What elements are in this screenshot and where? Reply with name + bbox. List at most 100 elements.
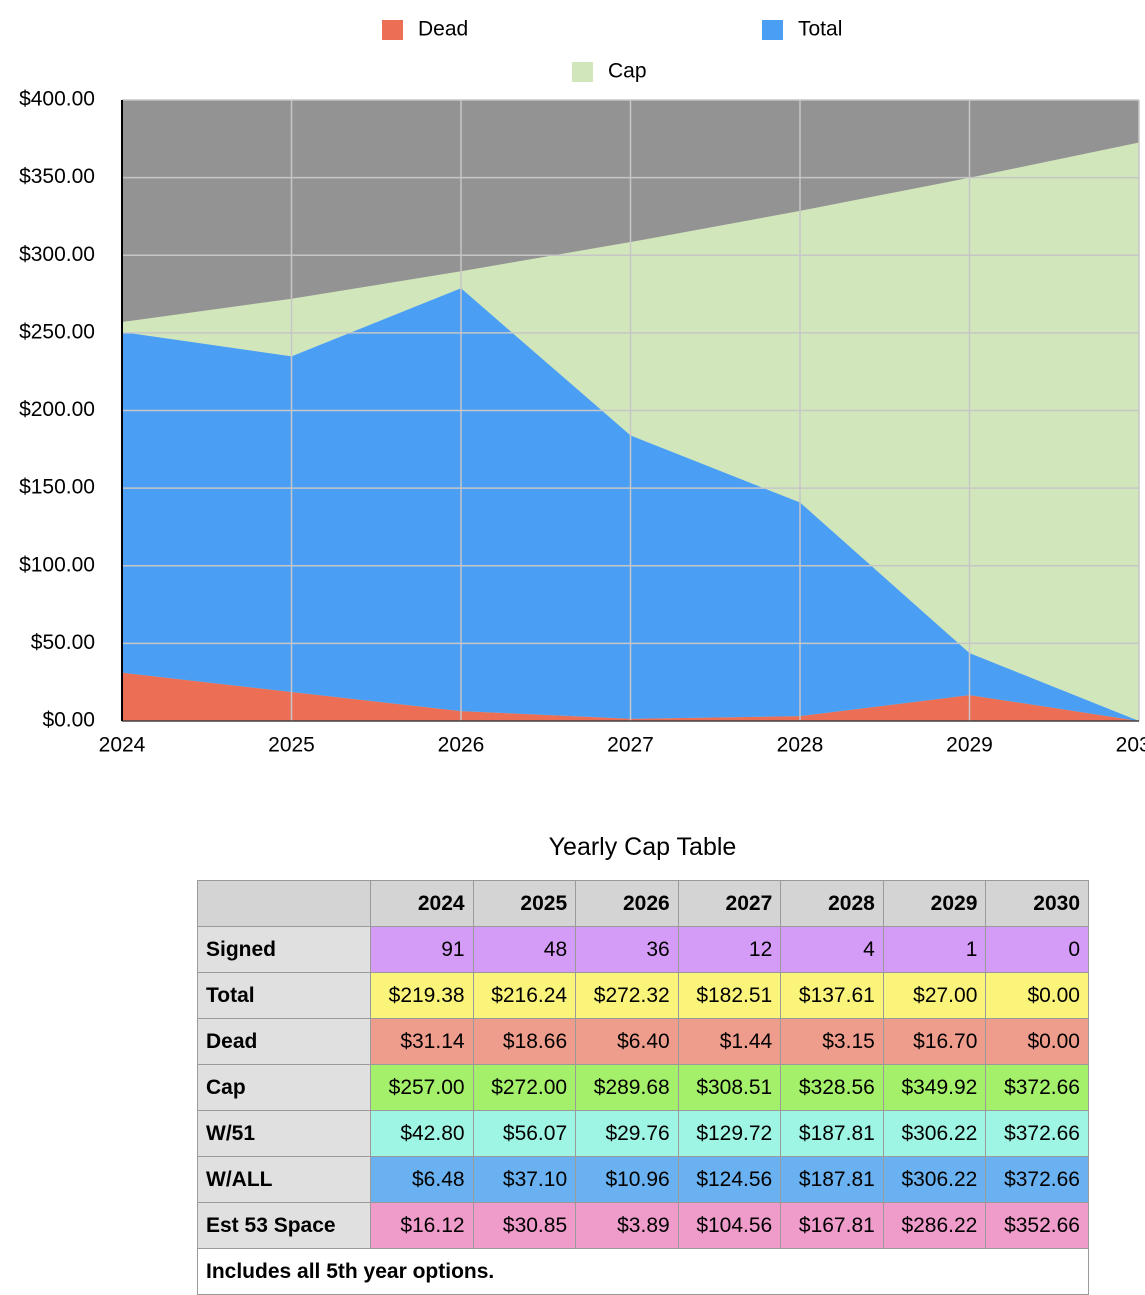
y-tick-label: $50.00 [31, 631, 95, 654]
table-cell: $0.00 [985, 1018, 1089, 1065]
table-cell: $6.40 [575, 1018, 679, 1065]
table-cell: $289.68 [575, 1064, 679, 1111]
table-cell: $182.51 [677, 972, 782, 1019]
column-header: 2026 [575, 880, 679, 927]
table-cell: $42.80 [370, 1110, 474, 1157]
row-label: Est 53 Space [197, 1202, 371, 1249]
table-cell: $372.66 [985, 1110, 1089, 1157]
table-cell: $0.00 [985, 972, 1089, 1019]
table-cell: $29.76 [575, 1110, 679, 1157]
table-cell: $308.51 [677, 1064, 782, 1111]
footnote-row: Includes all 5th year options. [197, 1248, 1089, 1295]
table-cell: $56.07 [472, 1110, 577, 1157]
legend-label: Total [798, 18, 842, 41]
area-dead [122, 672, 1139, 721]
table-cell: $124.56 [677, 1156, 782, 1203]
table-cell: $257.00 [370, 1064, 474, 1111]
table-cell: $372.66 [985, 1064, 1089, 1111]
table-row: Cap $257.00 $272.00 $289.68 $308.51 $328.56 $3… [197, 1064, 1089, 1111]
column-header: 2024 [370, 880, 474, 927]
x-tick-label: 2026 [438, 734, 485, 757]
table-cell: $27.00 [882, 972, 987, 1019]
table-cell: 0 [985, 926, 1089, 973]
x-tick-label: 2027 [607, 734, 654, 757]
y-tick-label: $350.00 [19, 165, 95, 188]
x-tick-label: 2028 [777, 734, 824, 757]
table-cell: $3.15 [780, 1018, 884, 1065]
table-cell: $6.48 [370, 1156, 474, 1203]
table-cell: $3.89 [575, 1202, 679, 1249]
column-header: 2030 [985, 880, 1089, 927]
table-cell: $10.96 [575, 1156, 679, 1203]
table-cell: $37.10 [472, 1156, 577, 1203]
table-cell: $306.22 [882, 1110, 987, 1157]
column-header: 2029 [882, 880, 987, 927]
row-label: Dead [197, 1018, 371, 1065]
table-cell: $328.56 [780, 1064, 884, 1111]
table-cell: $306.22 [882, 1156, 987, 1203]
y-tick-label: $100.00 [19, 553, 95, 576]
cap-table: 2024 2025 2026 2027 2028 2029 2030 Signed 91 48 36… [197, 880, 1089, 1295]
table-cell: $30.85 [472, 1202, 577, 1249]
y-tick-label: $400.00 [19, 88, 95, 111]
table-cell: 12 [677, 926, 782, 973]
table-cell: $31.14 [370, 1018, 474, 1065]
table-cell: $16.70 [882, 1018, 987, 1065]
row-label: Cap [197, 1064, 371, 1111]
chart: $0.00 $50.00 $100.00 $150.00 $200.00 $250.00 $… [19, 18, 1145, 757]
column-header: 2025 [472, 880, 577, 927]
table-row: Est 53 Space $16.12 $30.85 $3.89 $104.56 $167… [197, 1202, 1089, 1249]
table-cell: $16.12 [370, 1202, 474, 1249]
header-row: 2024 2025 2026 2027 2028 2029 2030 [197, 880, 1089, 927]
row-label: Signed [197, 926, 371, 973]
y-tick-label: $200.00 [19, 398, 95, 421]
table-cell: $167.81 [780, 1202, 884, 1249]
legend-label: Cap [608, 60, 647, 83]
table-row: Dead $31.14 $18.66 $6.40 $1.44 $3.15 $16.70 $0.… [197, 1018, 1089, 1065]
table-cell: $372.66 [985, 1156, 1089, 1203]
column-header: 2028 [780, 880, 884, 927]
table-cell: $187.81 [780, 1156, 884, 1203]
x-tick-label: 2029 [946, 734, 993, 757]
table-cell: 1 [882, 926, 987, 973]
footnote: Includes all 5th year options. [197, 1248, 1089, 1295]
table-cell: $219.38 [370, 972, 474, 1019]
row-label: W/51 [197, 1110, 371, 1157]
row-label: Total [197, 972, 371, 1019]
table-cell: $216.24 [472, 972, 577, 1019]
table-cell: 48 [472, 926, 577, 973]
table-title: Yearly Cap Table [548, 833, 737, 861]
corner-cell [197, 880, 371, 927]
table-cell: $272.00 [472, 1064, 577, 1111]
table-cell: $352.66 [985, 1202, 1089, 1249]
table-cell: $187.81 [780, 1110, 884, 1157]
table-cell: 36 [575, 926, 679, 973]
table-cell: 4 [780, 926, 884, 973]
x-tick-label: 2024 [99, 734, 146, 757]
y-tick-label: $0.00 [42, 709, 95, 732]
table-cell: $18.66 [472, 1018, 577, 1065]
table-cell: $137.61 [780, 972, 884, 1019]
table-cell: 91 [370, 926, 474, 973]
legend-swatch [762, 20, 783, 40]
legend-swatch [382, 20, 403, 40]
table-cell: $1.44 [677, 1018, 782, 1065]
legend-label: Dead [418, 18, 468, 41]
table-cell: $104.56 [677, 1202, 782, 1249]
legend-swatch [572, 62, 593, 82]
column-header: 2027 [677, 880, 782, 927]
table-row: Total $219.38 $216.24 $272.32 $182.51 $137.61… [197, 972, 1089, 1019]
row-label: W/ALL [197, 1156, 371, 1203]
y-tick-label: $150.00 [19, 476, 95, 499]
table-row: W/51 $42.80 $56.07 $29.76 $129.72 $187.81 $306… [197, 1110, 1089, 1157]
table-row: Signed 91 48 36 12 4 1 0 [197, 926, 1089, 973]
y-tick-label: $250.00 [19, 320, 95, 343]
x-tick-label: 2030 [1116, 734, 1145, 757]
table-cell: $129.72 [677, 1110, 782, 1157]
table-cell: $286.22 [882, 1202, 987, 1249]
y-tick-label: $300.00 [19, 243, 95, 266]
table-row: W/ALL $6.48 $37.10 $10.96 $124.56 $187.81 $306… [197, 1156, 1089, 1203]
table-cell: $272.32 [575, 972, 679, 1019]
x-tick-label: 2025 [268, 734, 315, 757]
